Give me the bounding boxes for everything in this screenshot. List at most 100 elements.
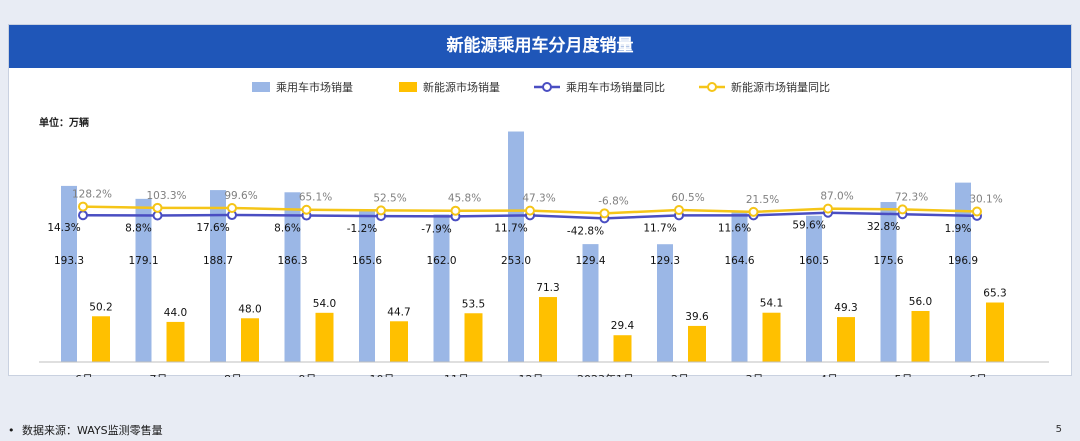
bar-sales-value-9: 164.6 xyxy=(724,255,754,267)
x-tick-label-2: 8月 xyxy=(224,373,242,377)
bar-sales-value-7: 129.4 xyxy=(575,255,605,267)
chart-title: 新能源乘用车分月度销量 xyxy=(9,25,1071,68)
bar-nev-value-0: 50.2 xyxy=(89,301,112,313)
x-tick-label-5: 11月 xyxy=(444,373,469,377)
bar-sales-value-6: 253.0 xyxy=(501,255,531,267)
bar-sales-4 xyxy=(359,211,375,362)
nev-yoy-label-6: 47.3% xyxy=(522,193,555,205)
bar-nev-value-6: 71.3 xyxy=(536,282,559,294)
bar-nev-8 xyxy=(688,325,706,362)
x-tick-label-8: 2月 xyxy=(671,373,689,377)
bar-nev-5 xyxy=(464,313,483,362)
bar-nev-value-5: 53.5 xyxy=(462,298,485,310)
legend-label-1: 新能源市场销量 xyxy=(423,80,500,94)
data-source-note: • 数据来源：WAYS监测零售量 xyxy=(8,422,163,438)
nev-yoy-label-11: 72.3% xyxy=(895,191,928,203)
nev-yoy-label-10: 87.0% xyxy=(820,191,853,203)
nev-yoy-label-9: 21.5% xyxy=(746,194,779,206)
nev-yoy-point-7 xyxy=(599,208,610,219)
sales-yoy-label-4: -1.2% xyxy=(347,223,377,235)
nev-yoy-label-8: 60.5% xyxy=(671,192,704,204)
bar-nev-value-1: 44.0 xyxy=(164,307,187,319)
legend-label-3: 新能源市场销量同比 xyxy=(731,80,830,94)
bar-nev-4 xyxy=(390,321,408,362)
bar-nev-10 xyxy=(837,317,855,362)
bar-sales-11 xyxy=(880,202,897,362)
bar-nev-value-11: 56.0 xyxy=(909,296,932,308)
legend-label-2: 乘用车市场销量同比 xyxy=(566,80,665,94)
bar-sales-value-10: 160.5 xyxy=(799,255,829,267)
nev-yoy-point-5 xyxy=(450,205,461,216)
sales-yoy-label-3: 8.6% xyxy=(274,223,301,235)
sales-yoy-label-10: 59.6% xyxy=(792,220,825,232)
bar-nev-3 xyxy=(315,312,334,362)
sales-yoy-label-1: 8.8% xyxy=(125,223,152,235)
x-tick-label-12: 6月 xyxy=(969,373,987,377)
bar-sales-0 xyxy=(61,185,77,362)
bar-sales-1 xyxy=(135,198,152,362)
sales-chart: 单位：万辆 乘用车市场销量 新能源市场销量 乘用车市场销量同比 新能源市场销量同比 6月 7… xyxy=(39,80,1049,377)
nev-yoy-point-12 xyxy=(972,206,982,217)
sales-yoy-label-11: 32.8% xyxy=(867,221,900,233)
bar-sales-value-5: 162.0 xyxy=(426,255,456,267)
bar-nev-value-7: 29.4 xyxy=(611,320,635,332)
sales-yoy-label-9: 11.6% xyxy=(718,222,751,234)
x-tick-label-10: 4月 xyxy=(820,373,838,377)
x-tick-label-6: 12月 xyxy=(519,373,544,377)
bar-sales-8 xyxy=(657,244,673,362)
nev-yoy-label-0: 128.2% xyxy=(72,189,112,201)
bar-nev-11 xyxy=(911,310,930,362)
bar-nev-6 xyxy=(539,297,557,362)
bar-nev-12 xyxy=(986,302,1004,362)
sales-yoy-label-12: 1.9% xyxy=(945,223,972,235)
legend-marker-2 xyxy=(542,82,552,92)
nev-yoy-point-1 xyxy=(152,202,163,213)
sales-yoy-label-2: 17.6% xyxy=(196,222,229,234)
sales-yoy-label-6: 11.7% xyxy=(494,222,527,234)
nev-yoy-point-8 xyxy=(674,204,684,215)
nev-yoy-point-11 xyxy=(897,204,908,215)
sales-yoy-label-8: 11.7% xyxy=(643,222,676,234)
x-tick-label-0: 6月 xyxy=(75,373,93,377)
nev-yoy-label-3: 65.1% xyxy=(299,192,332,204)
bar-sales-7 xyxy=(582,244,599,362)
bar-sales-value-1: 179.1 xyxy=(128,255,158,267)
nev-yoy-point-2 xyxy=(227,203,237,214)
bullet: • xyxy=(8,424,15,437)
bar-nev-value-10: 49.3 xyxy=(834,302,857,314)
bar-sales-value-11: 175.6 xyxy=(873,255,903,267)
bar-sales-2 xyxy=(210,190,226,362)
legend-swatch-0 xyxy=(252,82,270,92)
bar-nev-1 xyxy=(166,321,185,362)
sales-yoy-label-0: 14.3% xyxy=(47,222,80,234)
bar-nev-value-4: 44.7 xyxy=(387,306,410,318)
nev-yoy-point-6 xyxy=(525,205,535,216)
sales-yoy-point-0 xyxy=(78,210,88,221)
bar-nev-9 xyxy=(762,312,781,362)
nev-yoy-label-12: 30.1% xyxy=(969,193,1002,205)
bar-nev-value-8: 39.6 xyxy=(685,311,709,323)
bar-sales-12 xyxy=(955,182,971,362)
x-tick-label-3: 9月 xyxy=(299,373,317,377)
x-tick-label-4: 10月 xyxy=(370,373,395,377)
nev-yoy-label-4: 52.5% xyxy=(373,192,406,204)
nev-yoy-point-3 xyxy=(301,204,312,215)
unit-label: 单位：万辆 xyxy=(39,116,89,129)
bar-nev-value-2: 48.0 xyxy=(238,303,261,315)
x-tick-label-11: 5月 xyxy=(895,373,913,377)
nev-yoy-point-4 xyxy=(376,205,386,216)
bar-nev-value-3: 54.0 xyxy=(313,298,336,310)
bar-sales-value-12: 196.9 xyxy=(948,255,978,267)
bar-sales-6 xyxy=(508,131,524,362)
bar-sales-5 xyxy=(433,214,450,362)
bar-sales-value-8: 129.3 xyxy=(650,255,680,267)
nev-yoy-label-1: 103.3% xyxy=(146,190,186,202)
x-tick-label-7: 2023年1月 xyxy=(577,372,634,377)
bar-sales-3 xyxy=(284,192,301,362)
bar-sales-value-0: 193.3 xyxy=(54,255,84,267)
legend-label-0: 乘用车市场销量 xyxy=(276,80,353,94)
bar-sales-10 xyxy=(806,215,822,362)
nev-yoy-point-9 xyxy=(748,206,759,217)
bar-nev-7 xyxy=(613,335,632,362)
x-tick-label-9: 3月 xyxy=(746,373,764,377)
